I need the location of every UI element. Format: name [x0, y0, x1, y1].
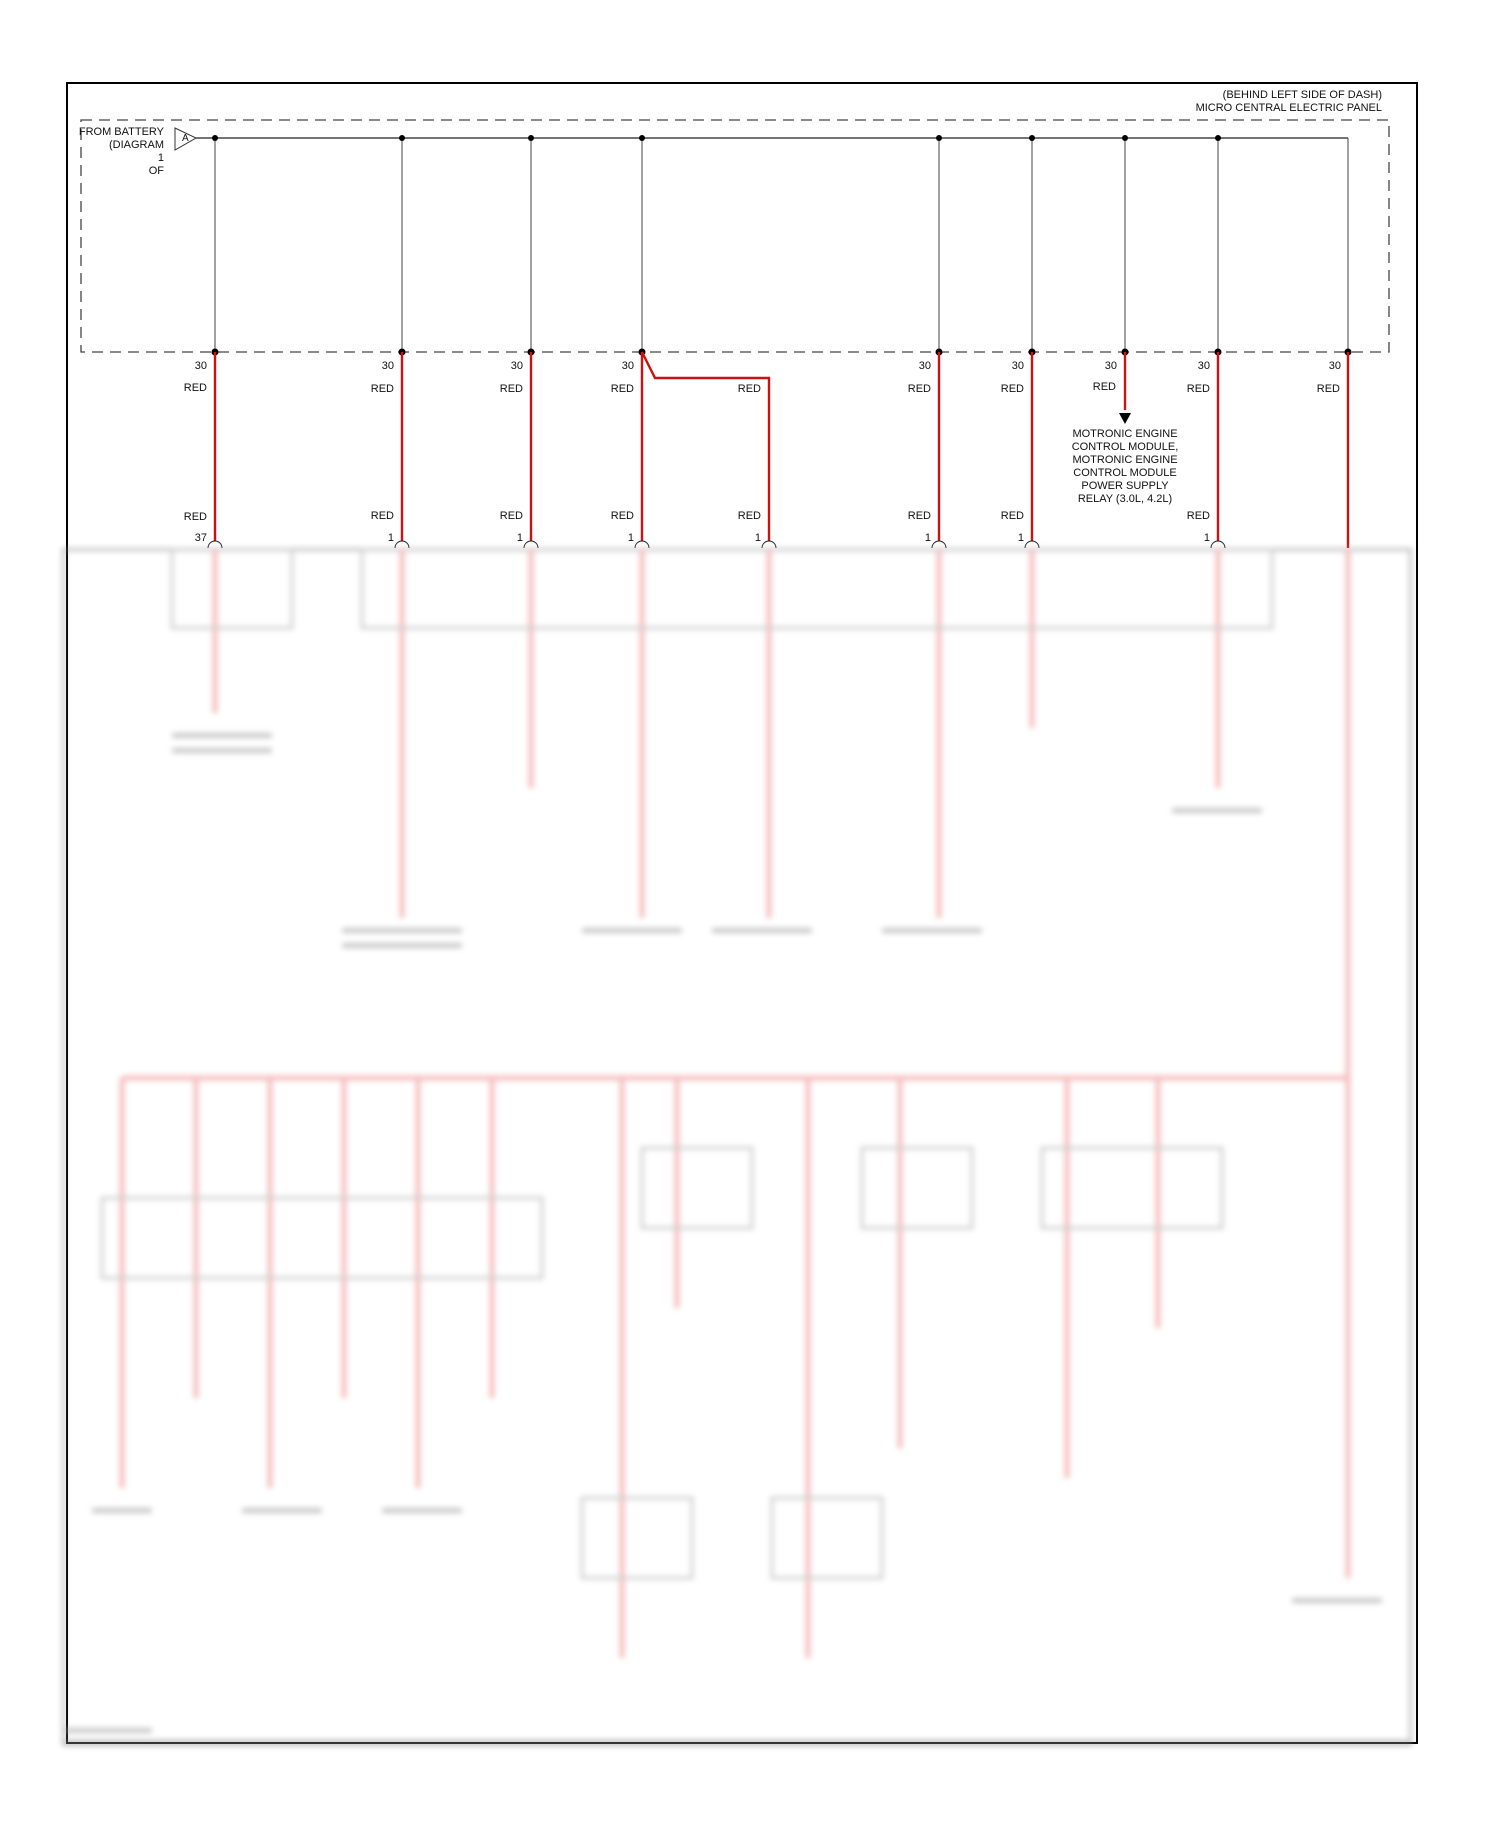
wire-color-label: RED — [737, 510, 761, 522]
connector-symbols — [207, 540, 1226, 549]
pin-label: 30 — [1197, 360, 1210, 372]
wire-color-label: RED — [907, 510, 931, 522]
panel-name-label: MICRO CENTRAL ELECTRIC PANEL — [1195, 102, 1382, 114]
wire-color-label: RED — [370, 383, 394, 395]
pin-label: 30 — [194, 360, 207, 372]
wire-color-label: RED — [499, 510, 523, 522]
pin-label: 30 — [918, 360, 931, 372]
motronic-ecm-label: MOTRONIC ENGINE CONTROL MODULE, MOTRONIC… — [1071, 428, 1179, 505]
connector-pin-label: 1 — [1017, 532, 1024, 544]
bus-splice-dots — [212, 135, 1221, 141]
arrow-down-icon — [1119, 413, 1131, 424]
connector-a-letter: A — [182, 133, 189, 144]
wire-color-label: RED — [610, 510, 634, 522]
connector-pin-label: 1 — [387, 532, 394, 544]
from-battery-label-1: FROM BATTERY — [78, 126, 164, 138]
wire-color-label: RED — [1186, 383, 1210, 395]
pin-label: 30 — [621, 360, 634, 372]
wire-color-label: RED — [737, 383, 761, 395]
connector-pin-label: 1 — [627, 532, 634, 544]
wire-color-label: RED — [1186, 510, 1210, 522]
wire-color-label: RED — [1000, 383, 1024, 395]
connector-a-icon — [174, 127, 198, 151]
pin-label: 30 — [381, 360, 394, 372]
connector-pin-label: 1 — [1203, 532, 1210, 544]
from-battery-label-3: 1 — [157, 152, 164, 164]
pin-label: 30 — [1104, 360, 1117, 372]
wire-color-label: RED — [1000, 510, 1024, 522]
wire-color-label: RED — [183, 382, 207, 394]
wire-color-label: RED — [370, 510, 394, 522]
internal-drops — [214, 138, 1219, 352]
wire-color-label: RED — [610, 383, 634, 395]
connector-pin-label: 37 — [194, 532, 207, 544]
wire-color-label: RED — [1092, 381, 1116, 393]
panel-location-label: (BEHIND LEFT SIDE OF DASH) — [1222, 89, 1382, 101]
pin-label: 30 — [510, 360, 523, 372]
wire-color-label: RED — [183, 511, 207, 523]
pin-label: 30 — [1011, 360, 1024, 372]
connector-pin-label: 1 — [754, 532, 761, 544]
wire-color-label: RED — [1316, 383, 1340, 395]
obscured-diagram-region — [62, 548, 1412, 1748]
from-battery-label-4: OF — [148, 165, 164, 177]
from-battery-label-2: (DIAGRAM — [109, 139, 164, 151]
pin-label: 30 — [1328, 360, 1341, 372]
wire-color-label: RED — [907, 383, 931, 395]
red-wires — [213, 351, 1350, 548]
connector-pin-label: 1 — [516, 532, 523, 544]
wire-color-label: RED — [499, 383, 523, 395]
micro-central-electric-panel-box — [80, 119, 1390, 353]
connector-pin-label: 1 — [924, 532, 931, 544]
